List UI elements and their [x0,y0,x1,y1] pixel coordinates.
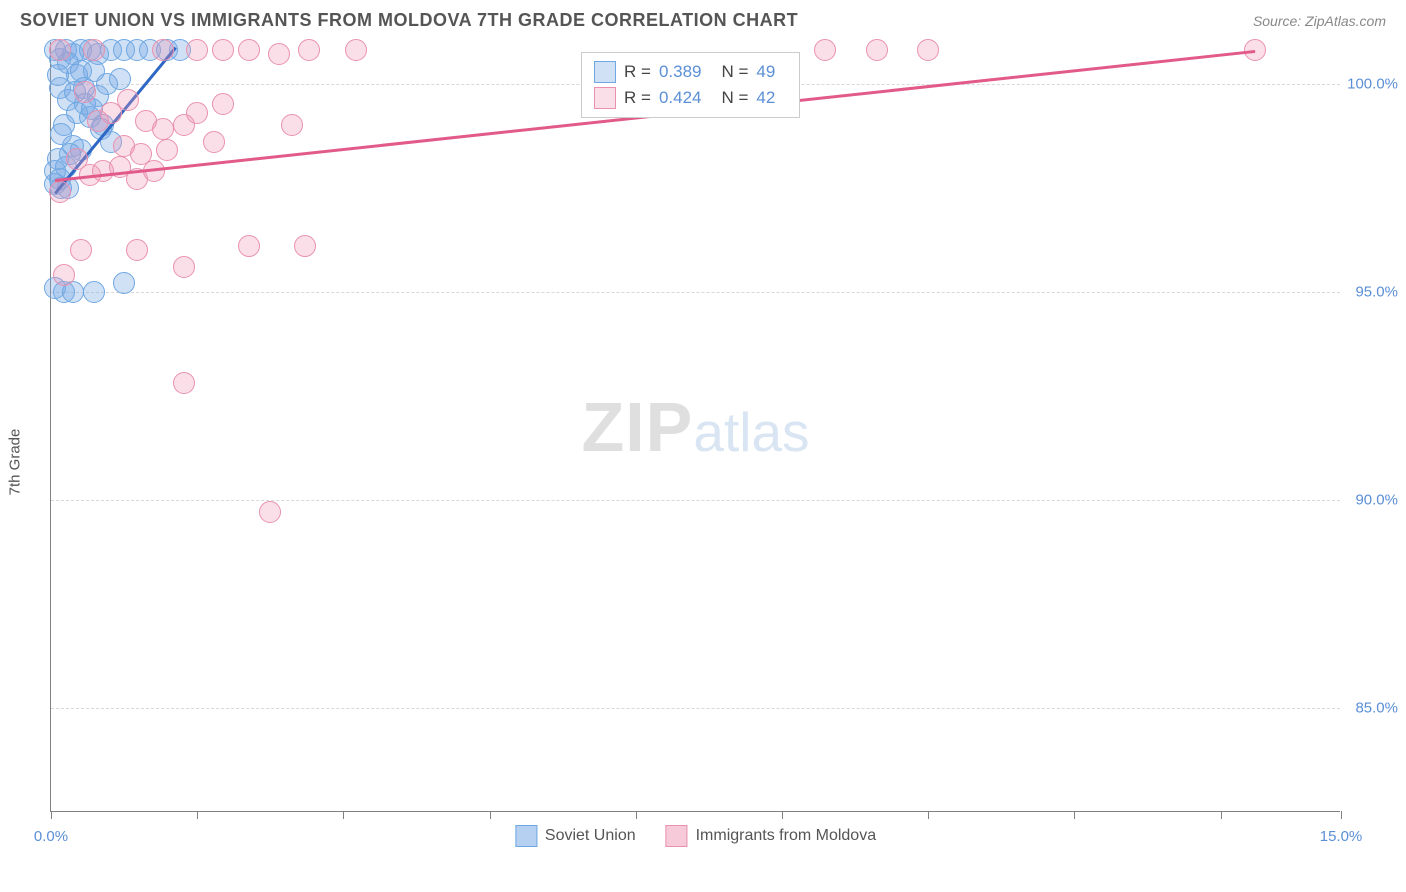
stats-legend: R = 0.389 N = 49 R = 0.424 N = 42 [581,52,800,118]
watermark-part1: ZIP [581,388,693,466]
legend-label: Soviet Union [545,827,636,845]
y-tick-label: 90.0% [1346,491,1398,508]
watermark-part2: atlas [693,401,809,463]
scatter-point [186,102,208,124]
legend-swatch [666,825,688,847]
scatter-point [83,281,105,303]
legend-item: Soviet Union [515,825,636,847]
y-axis-label: 7th Grade [7,429,24,496]
scatter-point [259,501,281,523]
scatter-point [268,43,290,65]
y-tick-label: 100.0% [1346,75,1398,92]
scatter-point [126,239,148,261]
scatter-point [152,118,174,140]
r-value: 0.424 [659,88,702,108]
r-label: R = [624,62,651,82]
scatter-point [47,64,69,86]
x-tick-mark [928,811,929,819]
scatter-point [917,39,939,61]
scatter-point [130,143,152,165]
watermark: ZIPatlas [581,387,809,467]
stats-legend-row: R = 0.389 N = 49 [594,59,787,85]
scatter-point [74,81,96,103]
scatter-point [83,39,105,61]
legend-swatch [594,61,616,83]
series-legend: Soviet Union Immigrants from Moldova [515,825,876,847]
x-tick-label: 0.0% [34,828,68,845]
scatter-point [345,39,367,61]
x-tick-mark [490,811,491,819]
chart-title: SOVIET UNION VS IMMIGRANTS FROM MOLDOVA … [20,10,798,31]
legend-item: Immigrants from Moldova [666,825,877,847]
n-value: 42 [756,88,775,108]
scatter-point [298,39,320,61]
x-tick-mark [1074,811,1075,819]
scatter-point [53,264,75,286]
n-value: 49 [756,62,775,82]
scatter-point [117,89,139,111]
x-tick-mark [51,811,52,819]
x-tick-label: 15.0% [1320,828,1363,845]
scatter-point [113,272,135,294]
x-tick-mark [1221,811,1222,819]
scatter-point [109,68,131,90]
legend-label: Immigrants from Moldova [696,827,877,845]
y-tick-label: 85.0% [1346,699,1398,716]
scatter-point [238,39,260,61]
x-tick-mark [1341,811,1342,819]
gridline [51,500,1340,501]
gridline [51,292,1340,293]
legend-swatch [515,825,537,847]
legend-swatch [594,87,616,109]
x-tick-mark [636,811,637,819]
x-tick-mark [782,811,783,819]
y-tick-label: 95.0% [1346,283,1398,300]
chart-container: 7th Grade ZIPatlas 85.0%90.0%95.0%100.0%… [20,42,1386,882]
scatter-point [49,181,71,203]
r-value: 0.389 [659,62,702,82]
x-tick-mark [197,811,198,819]
scatter-point [156,139,178,161]
stats-legend-row: R = 0.424 N = 42 [594,85,787,111]
r-label: R = [624,88,651,108]
scatter-point [294,235,316,257]
scatter-point [814,39,836,61]
scatter-point [152,39,174,61]
n-label: N = [721,88,748,108]
x-tick-mark [343,811,344,819]
scatter-point [203,131,225,153]
scatter-point [70,239,92,261]
scatter-point [87,110,109,132]
n-label: N = [721,62,748,82]
scatter-point [212,93,234,115]
scatter-point [173,256,195,278]
gridline [51,708,1340,709]
source-label: Source: ZipAtlas.com [1253,13,1386,29]
scatter-point [866,39,888,61]
scatter-point [212,39,234,61]
scatter-point [281,114,303,136]
scatter-point [186,39,208,61]
scatter-point [173,372,195,394]
scatter-point [238,235,260,257]
plot-area: ZIPatlas 85.0%90.0%95.0%100.0%0.0%15.0%R… [50,42,1340,812]
scatter-point [49,39,71,61]
